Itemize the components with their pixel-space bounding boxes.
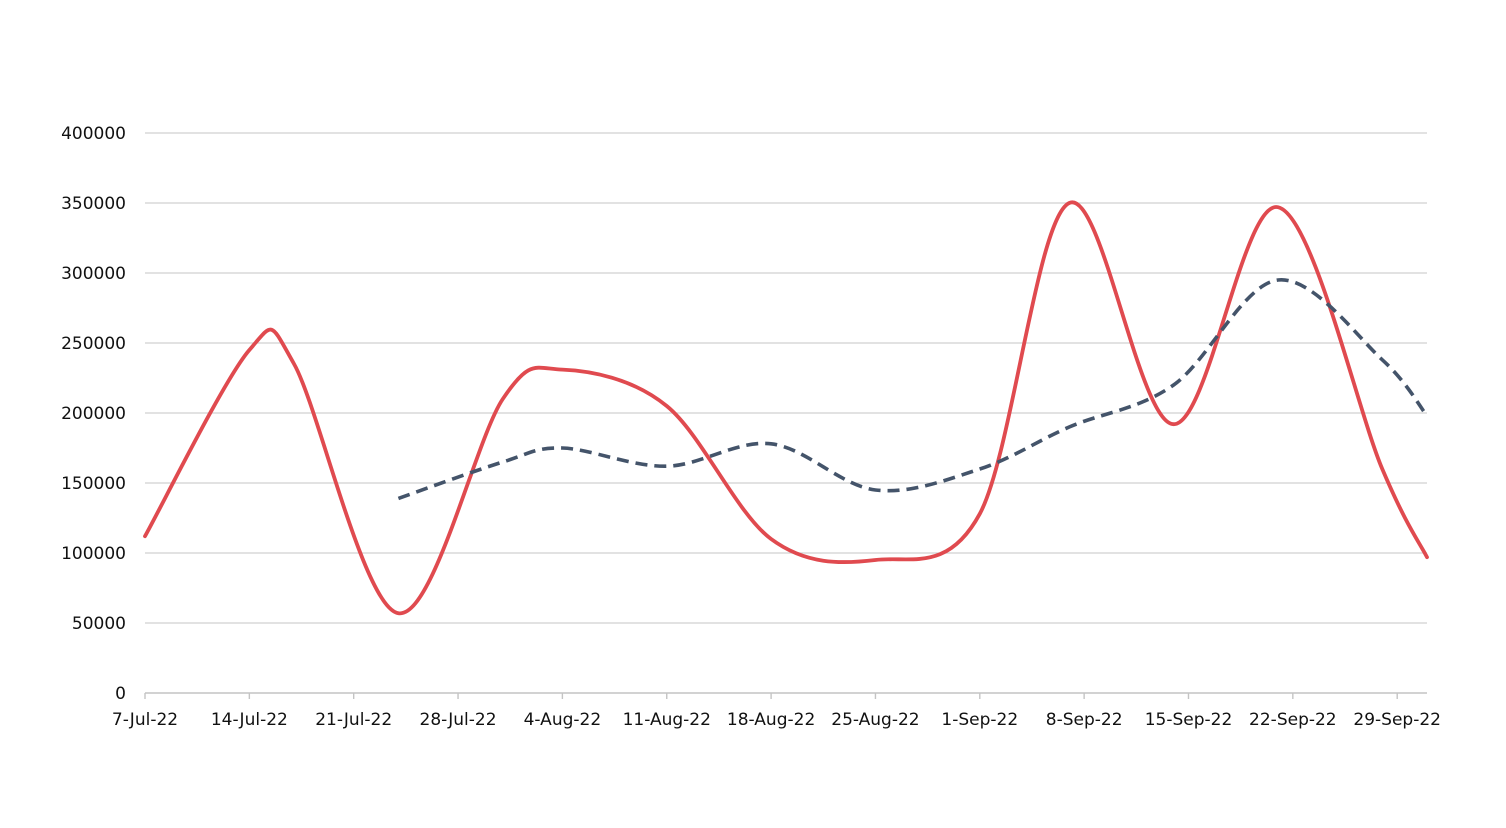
y-tick-label: 0 [115, 684, 126, 704]
x-tick-label: 28-Jul-22 [420, 710, 497, 730]
x-tick-label: 1-Sep-22 [941, 710, 1018, 730]
x-tick-label: 25-Aug-22 [831, 710, 919, 730]
y-tick-label: 250000 [61, 334, 126, 354]
y-tick-label: 300000 [61, 264, 126, 284]
x-tick-label: 21-Jul-22 [315, 710, 392, 730]
x-tick-label: 8-Sep-22 [1046, 710, 1123, 730]
series-line-2 [397, 278, 1429, 501]
x-tick-label: 22-Sep-22 [1249, 710, 1337, 730]
y-axis-labels: 0 50000 100000 150000 200000 250000 300000 3500… [61, 124, 126, 704]
y-tick-label: 400000 [61, 124, 126, 144]
y-tick-label: 200000 [61, 404, 126, 424]
series-lines [143, 200, 1429, 616]
y-tick-label: 350000 [61, 194, 126, 214]
x-tick-label: 7-Jul-22 [112, 710, 178, 730]
x-axis [144, 692, 1427, 699]
x-axis-labels: 7-Jul-22 14-Jul-22 21-Jul-22 28-Jul-22 4-Aug… [112, 710, 1441, 730]
x-tick-label: 14-Jul-22 [211, 710, 288, 730]
x-tick-label: 4-Aug-22 [524, 710, 602, 730]
y-tick-label: 150000 [61, 474, 126, 494]
y-tick-label: 100000 [61, 544, 126, 564]
x-tick-label: 29-Sep-22 [1353, 710, 1441, 730]
y-tick-label: 50000 [72, 614, 126, 634]
x-tick-label: 11-Aug-22 [623, 710, 711, 730]
series-line-1 [143, 200, 1429, 616]
x-tick-label: 15-Sep-22 [1145, 710, 1233, 730]
x-tick-label: 18-Aug-22 [727, 710, 815, 730]
